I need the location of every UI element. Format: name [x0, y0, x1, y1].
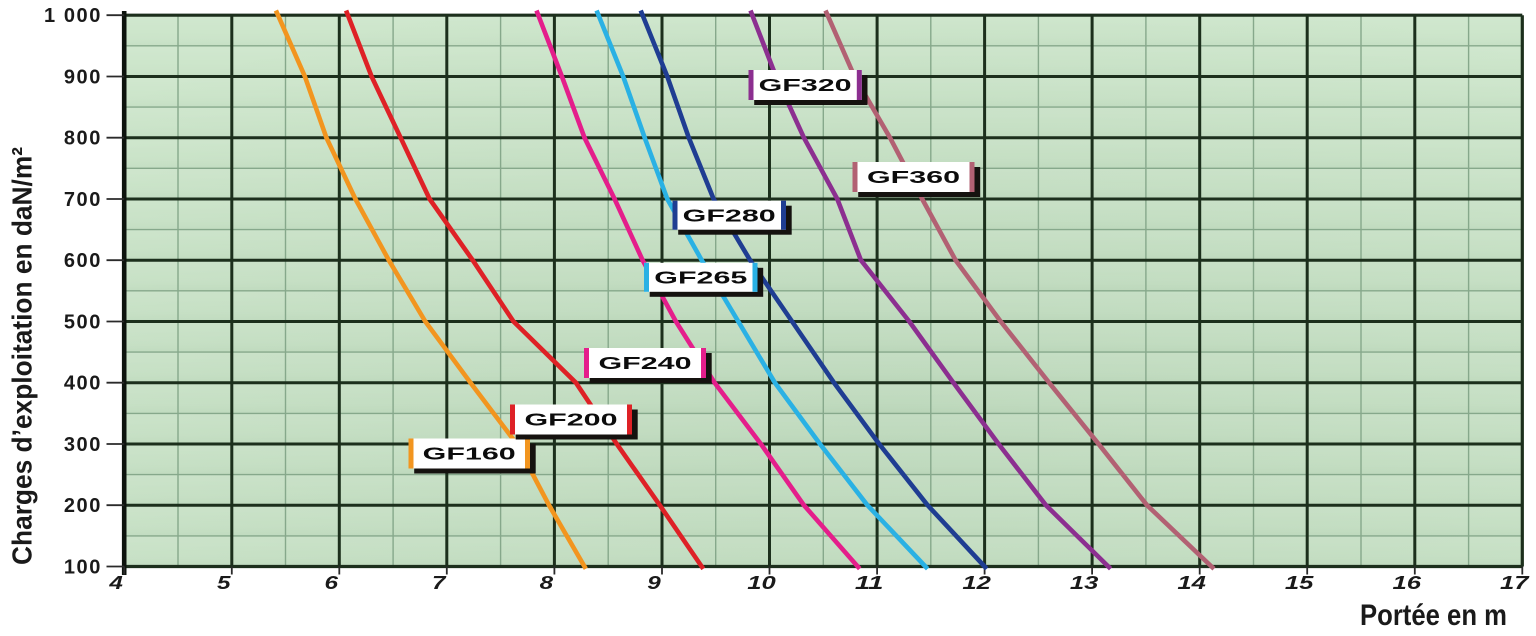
svg-text:15: 15 [1285, 573, 1315, 593]
svg-text:600: 600 [64, 250, 102, 272]
svg-text:GF200: GF200 [525, 410, 618, 430]
svg-text:500: 500 [64, 312, 102, 334]
svg-text:5: 5 [217, 573, 232, 593]
svg-text:6: 6 [325, 573, 340, 593]
svg-text:12: 12 [962, 573, 991, 593]
svg-text:800: 800 [64, 128, 102, 150]
svg-text:300: 300 [64, 434, 102, 456]
svg-text:GF280: GF280 [683, 205, 776, 225]
svg-text:200: 200 [64, 495, 102, 517]
svg-text:16: 16 [1393, 573, 1423, 593]
svg-text:13: 13 [1070, 573, 1099, 593]
svg-text:9: 9 [647, 573, 661, 593]
svg-text:100: 100 [64, 557, 102, 579]
svg-text:700: 700 [64, 189, 102, 211]
svg-text:10: 10 [747, 573, 776, 593]
svg-text:7: 7 [432, 573, 447, 593]
svg-text:GF265: GF265 [654, 268, 747, 288]
svg-text:Charges d’exploitation en daN/: Charges d’exploitation en daN/m² [7, 147, 38, 565]
svg-text:4: 4 [108, 573, 123, 593]
svg-text:11: 11 [855, 573, 884, 593]
svg-text:GF160: GF160 [423, 444, 516, 464]
svg-text:14: 14 [1177, 573, 1206, 593]
svg-text:GF360: GF360 [867, 167, 960, 187]
svg-text:GF240: GF240 [599, 353, 692, 373]
svg-text:8: 8 [540, 573, 554, 593]
svg-text:Portée en m: Portée en m [1360, 599, 1507, 631]
svg-text:900: 900 [64, 67, 102, 89]
svg-text:1 000: 1 000 [44, 5, 102, 27]
svg-text:400: 400 [64, 373, 102, 395]
svg-text:17: 17 [1500, 573, 1530, 593]
svg-text:GF320: GF320 [759, 75, 852, 95]
